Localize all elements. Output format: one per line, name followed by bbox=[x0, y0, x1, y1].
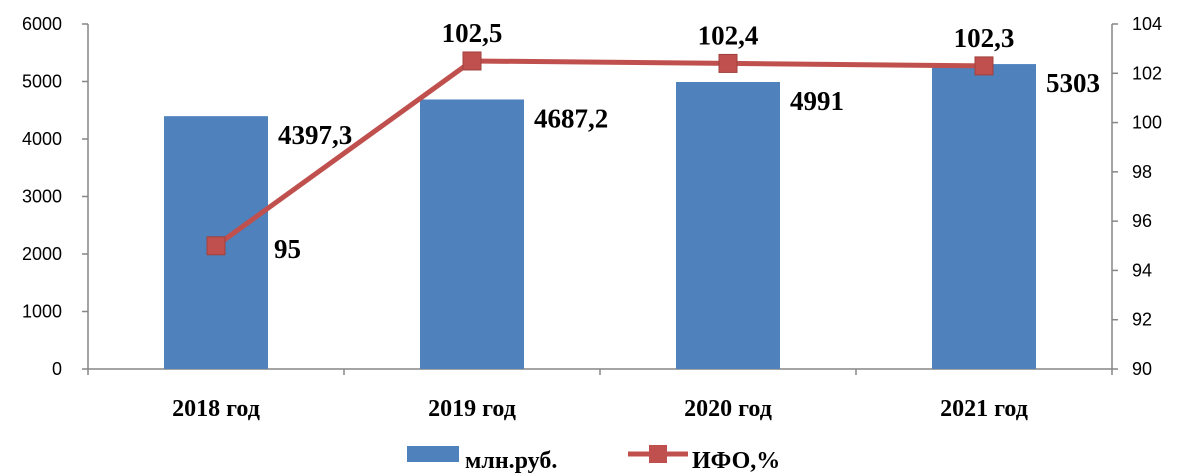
line-marker bbox=[974, 56, 994, 76]
bar-series bbox=[164, 64, 1036, 370]
right-tick-label: 98 bbox=[1132, 162, 1152, 182]
data-labels: 4397,3 4687,2 4991 5303 95 102,5 102,4 102,3 bbox=[274, 18, 1100, 264]
left-tick-label: 4000 bbox=[22, 129, 62, 149]
bar bbox=[932, 64, 1036, 369]
right-tick-label: 104 bbox=[1132, 14, 1162, 34]
left-tick-label: 5000 bbox=[22, 72, 62, 92]
bar-data-label: 4991 bbox=[790, 86, 844, 116]
line-data-label: 102,4 bbox=[698, 20, 759, 50]
line-marker bbox=[206, 236, 226, 256]
category-label: 2020 год bbox=[684, 396, 772, 422]
right-tick-label: 92 bbox=[1132, 310, 1152, 330]
bar-data-label: 4397,3 bbox=[278, 120, 352, 150]
category-labels: 2018 год 2019 год 2020 год 2021 год bbox=[172, 396, 1028, 422]
legend-label: ИФО,% bbox=[692, 448, 780, 474]
bar-data-label: 4687,2 bbox=[534, 103, 608, 133]
line-data-label: 102,3 bbox=[954, 23, 1015, 53]
left-tick-label: 0 bbox=[52, 359, 62, 379]
legend: млн.руб. ИФО,% bbox=[407, 445, 780, 474]
legend-swatch-bar bbox=[407, 446, 459, 462]
left-tick-label: 6000 bbox=[22, 14, 62, 34]
line-data-label: 95 bbox=[274, 234, 301, 264]
category-label: 2018 год bbox=[172, 396, 260, 422]
line-series bbox=[206, 51, 994, 256]
left-tick-label: 2000 bbox=[22, 244, 62, 264]
legend-label: млн.руб. bbox=[465, 448, 557, 474]
right-tick-label: 102 bbox=[1132, 63, 1162, 83]
left-tick-label: 1000 bbox=[22, 302, 62, 322]
legend-swatch-marker bbox=[649, 445, 667, 463]
right-tick-label: 90 bbox=[1132, 359, 1152, 379]
line-data-label: 102,5 bbox=[442, 18, 503, 48]
bar bbox=[420, 99, 524, 370]
right-tick-label: 94 bbox=[1132, 260, 1152, 280]
category-label: 2019 год bbox=[428, 396, 516, 422]
category-label: 2021 год bbox=[940, 396, 1028, 422]
line-marker bbox=[462, 51, 482, 71]
right-tick-label: 96 bbox=[1132, 211, 1152, 231]
bar-data-label: 5303 bbox=[1046, 68, 1100, 98]
line-marker bbox=[718, 53, 738, 73]
left-tick-label: 3000 bbox=[22, 187, 62, 207]
right-tick-label: 100 bbox=[1132, 113, 1162, 133]
bar bbox=[676, 82, 780, 369]
line-path bbox=[214, 58, 985, 248]
